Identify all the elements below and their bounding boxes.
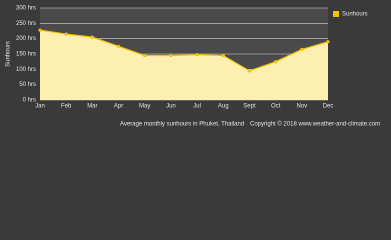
- point: [38, 28, 42, 32]
- point: [247, 69, 252, 73]
- point: [90, 35, 94, 39]
- point: [274, 60, 278, 64]
- point: [169, 53, 173, 58]
- area-fill: [40, 30, 328, 100]
- chart: Sunhours Average monthly sunhours in Phu…: [5, 5, 381, 128]
- legend-label: Sunhours: [342, 12, 368, 18]
- x-tick-label: Dec: [323, 104, 334, 110]
- y-tick-label: 0 hrs: [23, 98, 36, 104]
- line: [39, 29, 329, 72]
- x-tick-label: Jan: [35, 104, 45, 110]
- copyright: Copyright © 2018 www.weather-and-climate…: [250, 121, 380, 128]
- x-tick-label: Feb: [61, 104, 72, 110]
- x-tick-label: Jun: [166, 104, 176, 110]
- y-tick-label: 200 hrs: [16, 36, 36, 42]
- x-tick-label: Aug: [218, 104, 229, 110]
- x-tick-label: Apr: [114, 104, 123, 110]
- y-tick-label: 300 hrs: [16, 6, 36, 12]
- x-tick-label: May: [139, 104, 150, 110]
- point: [143, 53, 147, 58]
- point: [64, 32, 68, 36]
- legend-swatch: [333, 11, 339, 17]
- y-tick-label: 50 hrs: [19, 82, 36, 88]
- y-tick-label: 150 hrs: [16, 52, 36, 58]
- x-tick-label: Mar: [87, 104, 97, 110]
- y-axis-title: Sunhours: [6, 41, 12, 67]
- point: [116, 44, 121, 48]
- x-tick-label: Jul: [193, 104, 201, 110]
- y-tick-label: 250 hrs: [16, 21, 36, 27]
- x-tick-label: Sept: [243, 104, 256, 110]
- point: [221, 53, 225, 58]
- y-tick-label: 100 hrs: [16, 67, 36, 73]
- caption: Average monthly sunhours in Phuket, Thai…: [120, 122, 244, 128]
- point: [195, 53, 199, 57]
- point: [326, 40, 330, 44]
- x-tick-label: Oct: [271, 104, 281, 110]
- x-tick-label: Nov: [296, 104, 307, 110]
- point: [300, 47, 304, 52]
